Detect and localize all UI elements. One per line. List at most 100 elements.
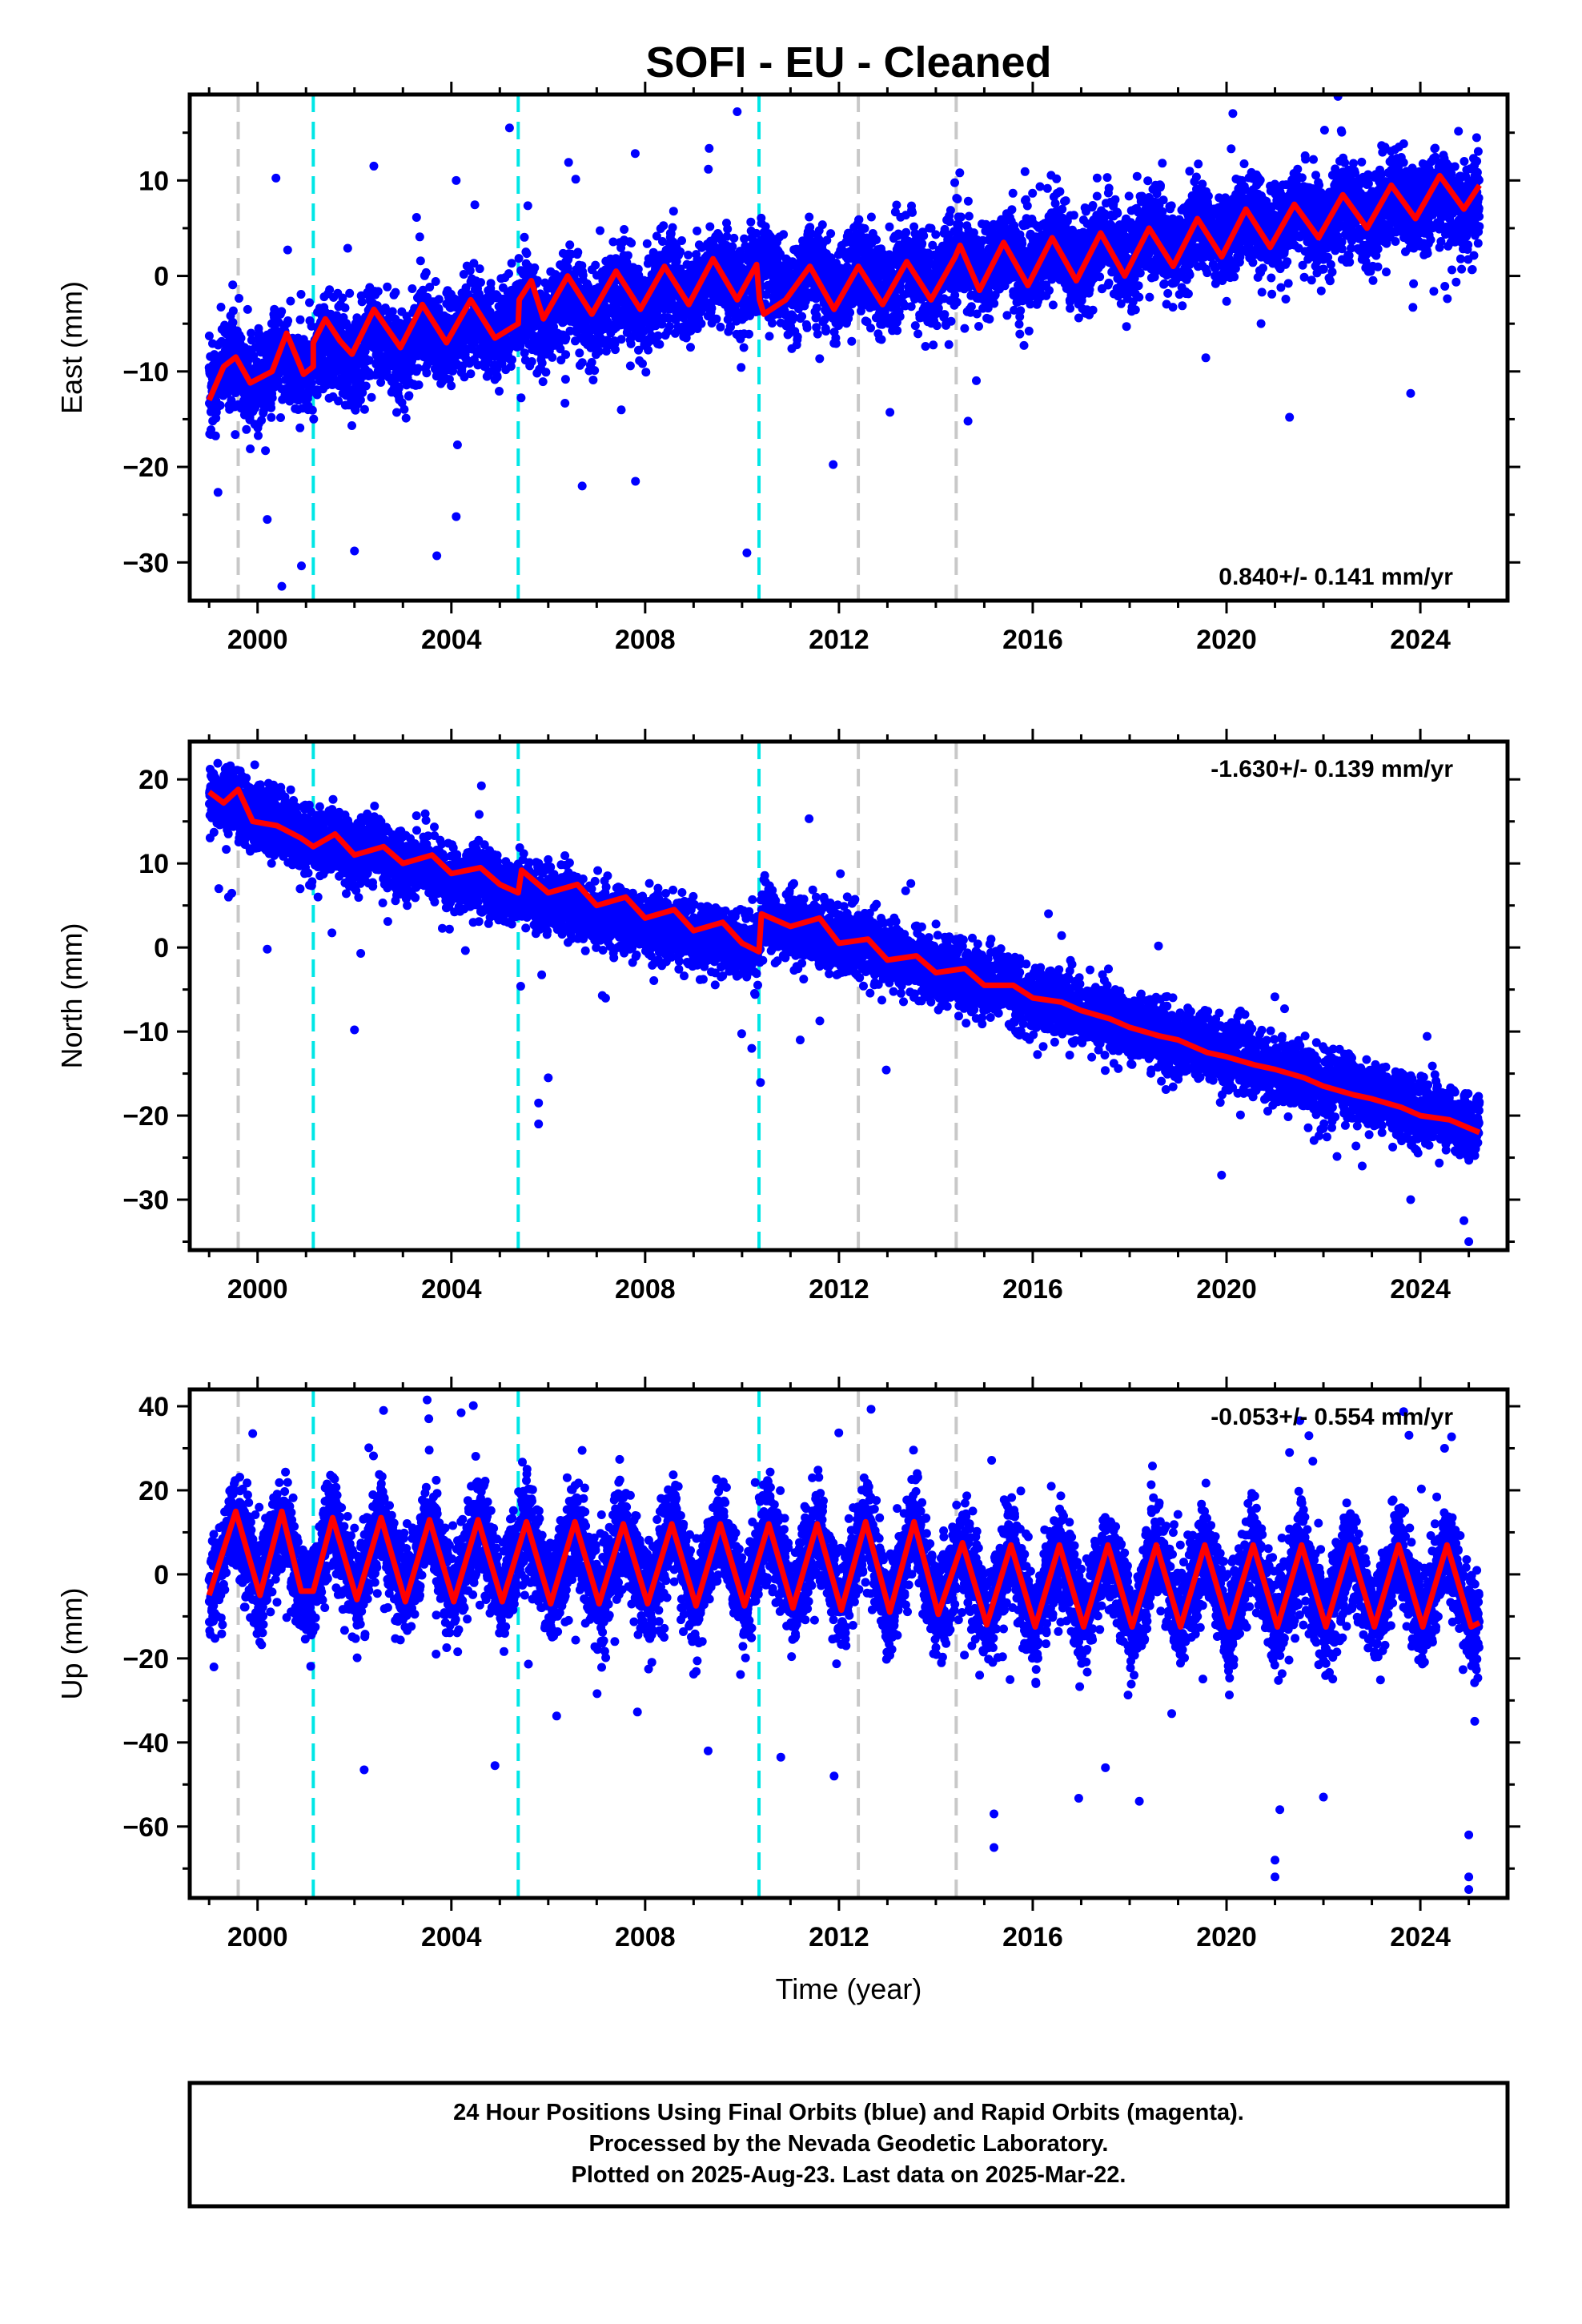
data-point	[847, 336, 857, 346]
data-point	[452, 440, 462, 449]
data-point	[312, 390, 322, 400]
data-point	[520, 348, 529, 358]
data-point	[527, 357, 536, 366]
data-point	[590, 366, 600, 376]
data-point	[564, 158, 573, 167]
data-point	[261, 446, 271, 456]
data-point	[946, 206, 955, 215]
data-point	[860, 223, 869, 233]
data-point	[960, 324, 970, 333]
data-point	[556, 344, 565, 354]
data-point	[492, 372, 502, 382]
data-point	[283, 316, 293, 325]
data-point	[921, 342, 930, 351]
data-point	[684, 251, 693, 259]
data-point	[228, 318, 238, 328]
data-point	[523, 201, 532, 211]
data-point	[421, 267, 431, 277]
data-point	[247, 336, 256, 345]
data-point	[616, 405, 626, 415]
data-point	[668, 223, 677, 232]
data-point	[228, 306, 238, 316]
data-point	[207, 425, 215, 435]
data-point	[561, 333, 571, 343]
data-point	[669, 207, 678, 216]
data-point	[829, 460, 838, 469]
data-point	[845, 308, 855, 317]
data-point	[797, 312, 807, 321]
data-point	[746, 217, 756, 227]
data-point	[267, 393, 277, 403]
data-point	[705, 143, 714, 153]
data-point	[364, 356, 374, 365]
data-point	[434, 295, 444, 304]
data-point	[892, 200, 901, 210]
data-point	[658, 237, 667, 246]
data-point	[506, 362, 516, 371]
data-point	[470, 200, 480, 210]
data-point	[522, 249, 532, 259]
data-point	[508, 355, 516, 364]
data-point	[504, 269, 513, 279]
data-point	[361, 381, 371, 391]
data-point	[541, 368, 551, 377]
data-point	[885, 408, 895, 417]
data-point	[537, 358, 547, 368]
data-point	[431, 277, 440, 286]
data-point	[644, 345, 653, 355]
data-point	[413, 364, 423, 373]
data-point	[295, 423, 305, 432]
data-point	[587, 358, 596, 367]
data-point	[831, 339, 841, 348]
data-point	[242, 424, 251, 434]
data-point	[826, 229, 836, 239]
data-point	[309, 414, 319, 424]
data-point	[877, 335, 886, 344]
data-point	[573, 247, 583, 257]
data-point	[412, 213, 421, 222]
data-point	[707, 304, 717, 313]
data-point	[893, 326, 902, 336]
data-point	[627, 239, 636, 247]
data-point	[358, 388, 367, 397]
data-point	[768, 319, 777, 328]
data-point	[655, 340, 665, 349]
data-point	[332, 311, 342, 320]
data-point	[872, 235, 881, 244]
data-point	[246, 444, 255, 453]
data-point	[565, 240, 575, 250]
data-point	[954, 220, 964, 230]
east-panel: 2000 2004 2008 2012 2016 2020 2024100−10−20−30…	[55, 82, 1520, 655]
data-point	[228, 280, 238, 290]
data-point	[932, 321, 942, 331]
data-point	[418, 285, 428, 295]
data-point	[295, 315, 305, 324]
data-point	[548, 352, 557, 362]
data-point	[334, 396, 343, 406]
data-point	[945, 217, 954, 227]
data-point	[466, 369, 476, 379]
data-point	[693, 226, 702, 235]
data-point	[677, 236, 686, 245]
data-point	[665, 322, 674, 331]
data-point	[538, 377, 548, 387]
data-point	[652, 231, 661, 241]
data-point	[475, 264, 484, 274]
data-point	[944, 340, 954, 349]
data-point	[392, 408, 401, 417]
data-point	[821, 327, 831, 336]
position-points	[204, 94, 1484, 591]
data-point	[815, 354, 825, 364]
data-point	[401, 413, 411, 423]
data-point	[213, 488, 223, 497]
data-point	[659, 221, 669, 231]
data-point	[642, 239, 652, 248]
data-point	[257, 416, 267, 425]
data-point	[653, 331, 663, 340]
data-point	[305, 298, 314, 308]
data-point	[408, 284, 417, 293]
data-point	[866, 212, 876, 222]
data-point	[243, 304, 252, 314]
data-point	[236, 333, 246, 343]
